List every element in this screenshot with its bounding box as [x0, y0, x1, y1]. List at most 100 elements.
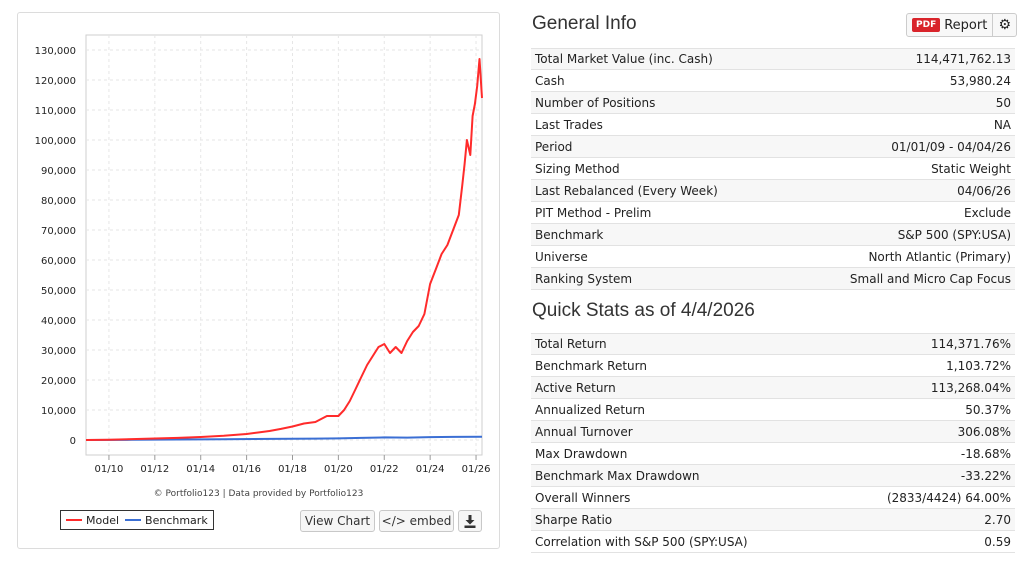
row-value[interactable]: 50	[995, 95, 1011, 110]
row-value: (2833/4424) 64.00%	[886, 490, 1011, 505]
row-label: Sizing Method	[535, 161, 620, 176]
x-tick-label: 01/26	[462, 464, 491, 475]
x-tick-label: 01/22	[370, 464, 399, 475]
table-row: Max Drawdown -18.68%	[531, 443, 1015, 465]
report-group: PDF Report ⚙	[906, 13, 1018, 37]
row-label: Total Return	[535, 337, 607, 351]
table-row: Annualized Return 50.37%	[531, 399, 1015, 421]
x-tick-label: 01/12	[140, 464, 169, 475]
row-label: PIT Method - Prelim	[535, 205, 652, 220]
table-row: Overall Winners (2833/4424) 64.00%	[531, 487, 1015, 509]
row-value[interactable]: Small and Micro Cap Focus	[849, 271, 1011, 286]
x-tick-label: 01/16	[232, 464, 261, 475]
table-row: Cash 53,980.24	[531, 70, 1015, 92]
row-value: -18.68%	[960, 446, 1011, 461]
legend-item-model[interactable]: Model	[66, 514, 119, 527]
x-tick-label: 01/18	[278, 464, 307, 475]
embed-button[interactable]: </> embed	[379, 510, 454, 532]
row-label[interactable]: Number of Positions	[535, 95, 656, 110]
legend-item-benchmark[interactable]: Benchmark	[125, 514, 208, 527]
table-row: Total Return 114,371.76%	[531, 333, 1015, 355]
general-info-title: General Info	[532, 13, 637, 34]
report-button[interactable]: PDF Report	[906, 13, 994, 37]
settings-button[interactable]: ⚙	[993, 13, 1018, 37]
row-value: 53,980.24	[949, 73, 1011, 88]
y-tick-label: 120,000	[35, 76, 76, 87]
view-chart-button[interactable]: View Chart	[300, 510, 375, 532]
y-tick-label: 50,000	[41, 286, 76, 297]
row-value: 50.37%	[965, 402, 1011, 417]
row-label: Max Drawdown	[535, 446, 628, 461]
table-row: Benchmark Return 1,103.72%	[531, 355, 1015, 377]
legend-swatch-benchmark	[125, 519, 142, 521]
row-value: 306.08%	[957, 424, 1011, 439]
download-icon	[464, 514, 476, 528]
y-tick-label: 10,000	[41, 406, 76, 417]
legend-label-model: Model	[86, 513, 120, 527]
row-label: Benchmark	[535, 227, 604, 242]
row-label: Last Rebalanced (Every Week)	[535, 183, 718, 198]
table-row: Benchmark Max Drawdown -33.22%	[531, 465, 1015, 487]
x-tick-label: 01/14	[186, 464, 215, 475]
row-value: S&P 500 (SPY:USA)	[897, 227, 1011, 242]
table-row: Universe North Atlantic (Primary)	[531, 246, 1015, 268]
row-value: Static Weight	[931, 161, 1011, 176]
performance-chart: 130,000 120,000 110,000 100,000 90,000 80,000…	[35, 34, 491, 475]
chart-credits: © Portfolio123 | Data provided by Portfo…	[153, 489, 364, 499]
table-row: Sizing Method Static Weight	[531, 158, 1015, 180]
row-label: Ranking System	[535, 271, 633, 286]
y-tick-label: 70,000	[41, 226, 76, 237]
row-label: Cash	[535, 73, 565, 88]
y-tick-label: 90,000	[41, 166, 76, 177]
pdf-badge: PDF	[912, 18, 941, 32]
table-row: Ranking System Small and Micro Cap Focus	[531, 268, 1015, 290]
row-label: Annualized Return	[535, 402, 645, 417]
row-value: 04/06/26	[957, 183, 1011, 198]
row-label: Benchmark Return	[535, 358, 647, 373]
y-tick-label: 20,000	[41, 376, 76, 387]
y-tick-label: 60,000	[41, 256, 76, 267]
general-info-table: Total Market Value (inc. Cash) 114,471,76…	[531, 48, 1015, 290]
table-row: Benchmark S&P 500 (SPY:USA)	[531, 224, 1015, 246]
row-label: Period	[535, 139, 573, 154]
y-tick-label: 30,000	[41, 346, 76, 357]
table-row: Correlation with S&P 500 (SPY:USA) 0.59	[531, 531, 1015, 553]
row-value: 2.70	[984, 512, 1011, 527]
table-row: Active Return 113,268.04%	[531, 377, 1015, 399]
row-label: Benchmark Max Drawdown	[535, 468, 700, 483]
x-tick-label: 01/24	[416, 464, 445, 475]
x-tick-label: 01/20	[324, 464, 353, 475]
row-value: Exclude	[963, 205, 1011, 220]
row-value: 0.59	[984, 534, 1011, 549]
y-tick-label: 110,000	[35, 106, 76, 117]
y-tick-label: 80,000	[41, 196, 76, 207]
row-value: 113,268.04%	[930, 380, 1011, 395]
legend-swatch-model	[66, 519, 82, 521]
y-tick-label: 100,000	[35, 136, 76, 147]
table-row: Total Market Value (inc. Cash) 114,471,76…	[531, 48, 1015, 70]
legend-label-benchmark: Benchmark	[145, 513, 208, 527]
plot-area	[85, 34, 483, 456]
row-value: 01/01/09 - 04/04/26	[891, 139, 1011, 154]
chart-panel: 130,000 120,000 110,000 100,000 90,000 80,000…	[17, 12, 500, 549]
row-label: Last Trades	[535, 117, 603, 132]
chart-legend: Model Benchmark	[60, 510, 214, 530]
row-value: NA	[993, 117, 1011, 132]
download-button[interactable]	[458, 510, 482, 532]
row-label: Sharpe Ratio	[535, 512, 613, 527]
quick-stats-table: Total Return 114,371.76% Benchmark Return 1…	[531, 333, 1015, 553]
table-row: PIT Method - Prelim Exclude	[531, 202, 1015, 224]
quick-stats-title: Quick Stats as of 4/4/2026	[532, 300, 755, 321]
gear-icon: ⚙	[998, 17, 1012, 33]
row-label: Correlation with S&P 500 (SPY:USA)	[535, 534, 748, 549]
series-line-benchmark	[85, 435, 483, 441]
row-value: 114,371.76%	[930, 337, 1011, 351]
row-label: Total Market Value (inc. Cash)	[535, 52, 713, 66]
y-tick-label: 40,000	[41, 316, 76, 327]
row-label: Active Return	[535, 380, 616, 395]
y-tick-label: 0	[70, 436, 76, 447]
table-row: Last Trades NA	[531, 114, 1015, 136]
table-row: Annual Turnover 306.08%	[531, 421, 1015, 443]
row-value: 114,471,762.13	[915, 52, 1011, 66]
row-value: -33.22%	[960, 468, 1011, 483]
